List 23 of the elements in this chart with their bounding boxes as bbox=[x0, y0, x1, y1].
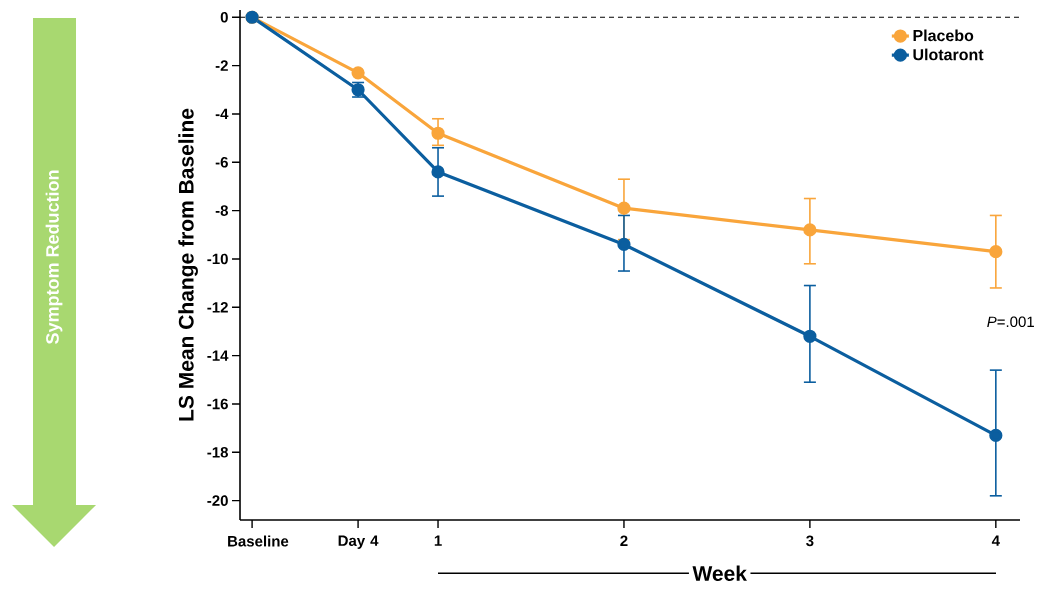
x-tick-label: Day 4 bbox=[338, 535, 379, 549]
x-tick-label: 2 bbox=[620, 535, 628, 546]
y-tick-label: -10 bbox=[207, 253, 228, 265]
annotation: P=.001 bbox=[987, 316, 1034, 328]
legend-label: Ulotaront bbox=[913, 48, 984, 61]
x-tick-label: 1 bbox=[434, 535, 442, 546]
y-tick-label: -16 bbox=[207, 398, 228, 410]
y-tick-label: -20 bbox=[207, 495, 228, 506]
x-axis-title: Week bbox=[692, 565, 747, 581]
y-tick-label: -6 bbox=[215, 156, 228, 168]
legend-label: Placebo bbox=[913, 29, 974, 42]
x-tick-label: 4 bbox=[991, 535, 1000, 546]
y-tick-label: -12 bbox=[207, 302, 228, 313]
y-tick-label: -18 bbox=[207, 447, 228, 458]
y-axis-title: LS Mean Change from Baseline bbox=[178, 108, 198, 421]
y-tick-label: 0 bbox=[220, 11, 228, 23]
y-tick-label: -8 bbox=[215, 205, 228, 216]
y-tick-label: -2 bbox=[215, 60, 228, 71]
y-tick-label: -14 bbox=[207, 350, 229, 361]
x-tick-label: 3 bbox=[806, 535, 814, 547]
x-tick-label: Baseline bbox=[228, 535, 289, 547]
text: Symptom Reduction bbox=[45, 170, 63, 344]
y-tick-label: -4 bbox=[215, 108, 229, 120]
